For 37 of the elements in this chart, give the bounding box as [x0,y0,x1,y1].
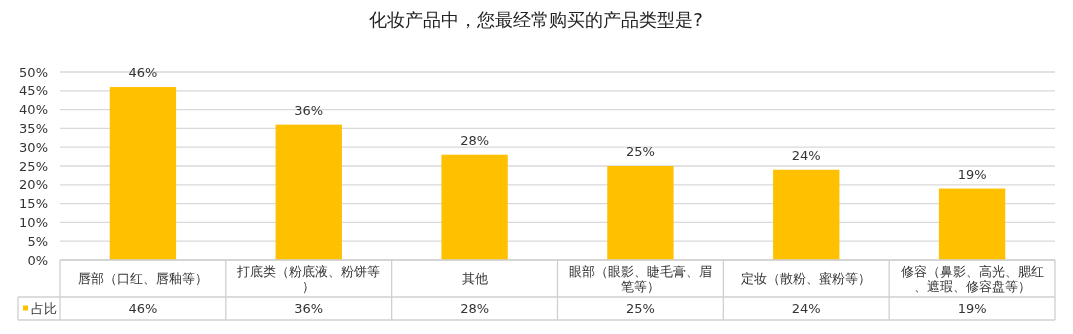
data-label: 36% [294,301,324,316]
bar [441,154,508,260]
y-tick-label: 50% [19,64,48,80]
x-tick-label: 其他 [461,271,488,286]
data-label: 19% [957,301,987,316]
x-tick-label: 唇部（口红、唇釉等） [77,271,208,286]
bar [607,166,674,260]
bar [938,188,1006,260]
chart-title: 化妆产品中，您最经常购买的产品类型是? [369,9,703,30]
y-tick-label: 20% [19,177,48,193]
legend-label: 占比 [31,301,57,316]
data-label: 28% [460,301,490,316]
y-tick-label: 45% [19,83,48,99]
data-label: 24% [791,301,821,316]
x-tick-label: 定妆（散粉、蜜粉等） [741,271,872,286]
y-tick-label: 25% [19,158,48,174]
y-tick-label: 10% [19,214,48,230]
text: 24% [791,147,821,163]
text: 36% [294,102,324,118]
y-tick-label: 40% [19,102,48,118]
x-tick-label: 打底类（粉底液、粉饼等） [236,263,381,294]
y-tick-label: 5% [27,233,48,249]
text: 19% [957,166,987,182]
text: 25% [625,144,655,159]
text: 46% [128,65,158,81]
y-tick-label: 35% [19,120,48,136]
x-tick-label: 眼部（眼影、睫毛膏、眉笔等） [568,263,712,294]
data-label: 46% [128,301,158,316]
y-tick-label: 15% [19,196,48,212]
y-tick-label: 30% [19,139,48,155]
x-tick-label: 修容（鼻影、高光、腮红、遮瑕、修容盘等） [900,263,1044,294]
bar [773,169,840,260]
bar [275,124,342,260]
bar [109,87,177,260]
y-tick-label: 0% [27,252,48,268]
text: 28% [460,132,490,148]
data-label: 25% [625,301,655,316]
